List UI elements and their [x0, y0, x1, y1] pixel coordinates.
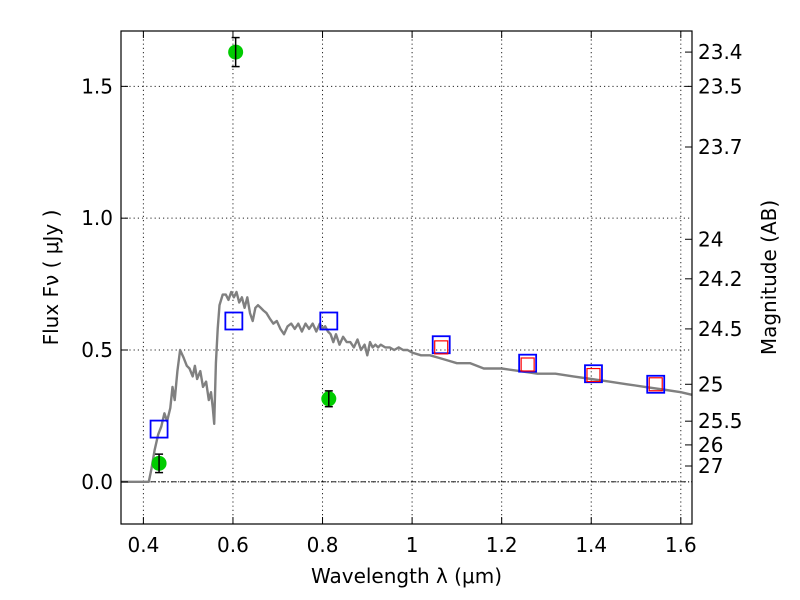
red-square-point	[586, 367, 601, 383]
x-tick-label: 1	[406, 533, 419, 557]
blue-square-point	[646, 374, 666, 394]
red-square-point	[434, 340, 449, 355]
x-tick-label: 0.4	[127, 533, 159, 557]
y-tick-label: 0.5	[81, 338, 113, 362]
y-tick-label: 0.0	[81, 470, 113, 494]
y-tick-label: 1.0	[81, 206, 113, 230]
model-spectrum-line	[121, 290, 693, 483]
right-tick-label: 27	[698, 454, 723, 478]
blue-square-point	[149, 419, 169, 439]
plot-frame	[120, 30, 693, 525]
grid	[121, 31, 692, 524]
blue-square-point	[518, 353, 538, 373]
blue-square-point	[431, 335, 451, 355]
x-tick-label: 0.8	[307, 533, 339, 557]
x-tick-label: 1.6	[665, 533, 697, 557]
right-tick-label: 24.2	[698, 267, 743, 291]
right-tick-label: 23.7	[698, 135, 743, 159]
right-tick-label: 26	[698, 433, 723, 457]
right-tick-label: 23.4	[698, 40, 743, 64]
blue-square-point	[319, 311, 339, 331]
right-tick-label: 24	[698, 227, 723, 251]
right-tick-label: 23.5	[698, 74, 743, 98]
red-square-point	[520, 357, 535, 372]
x-tick-label: 0.6	[217, 533, 249, 557]
spectrum-layer	[121, 290, 693, 483]
x-tick-label: 1.4	[575, 533, 607, 557]
x-axis-title: Wavelength λ (μm)	[311, 564, 502, 588]
blue-square-point	[584, 364, 603, 384]
blue-square-point	[224, 311, 244, 331]
green-point-layer	[151, 36, 337, 474]
right-tick-label: 25	[698, 372, 723, 396]
y-axis-title: Flux Fν ( μJy )	[39, 210, 63, 346]
red-square-point	[648, 377, 663, 392]
blue-square-layer	[149, 311, 666, 439]
ticks: 0.4 0.6 0.8 1 1.2 1.4 1.6 0.0 0.5 1.0 1.5 23.4 23.5 2…	[81, 31, 743, 557]
x-tick-label: 1.2	[486, 533, 518, 557]
right-tick-label: 24.5	[698, 317, 743, 341]
right-axis-title: Magnitude (AB)	[757, 200, 781, 355]
red-square-layer	[434, 340, 663, 392]
y-tick-label: 1.5	[81, 74, 113, 98]
right-tick-label: 25.5	[698, 409, 743, 433]
